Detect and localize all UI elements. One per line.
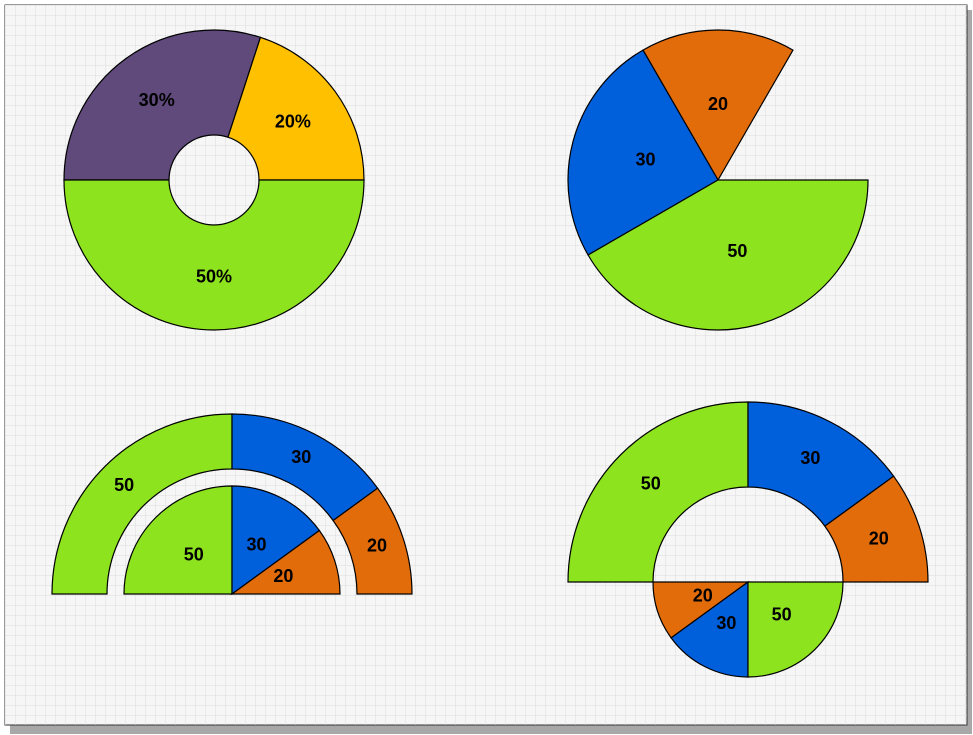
slice: [230, 529, 341, 595]
slice: [123, 485, 233, 595]
slice-label: 50: [641, 474, 661, 494]
slice-label: 30%: [139, 90, 175, 110]
slice: [63, 29, 262, 181]
slice-label: 30: [716, 613, 736, 633]
slice-label: 20: [708, 94, 728, 114]
slice: [567, 49, 719, 256]
slice-label: 30: [246, 535, 266, 555]
slice-label: 50: [772, 604, 792, 624]
slice: [824, 475, 929, 583]
slice-label: 30: [291, 447, 311, 467]
slice: [567, 401, 749, 583]
slice: [332, 487, 413, 595]
slice-label: 50: [727, 241, 747, 261]
slice: [587, 179, 869, 331]
slice: [63, 179, 365, 331]
slice-label: 20: [273, 566, 293, 586]
slice-label: 20: [869, 528, 889, 548]
slice-label: 50: [184, 545, 204, 565]
slice: [642, 29, 794, 182]
slice-label: 50: [114, 475, 134, 495]
slice-label: 30: [800, 448, 820, 468]
slice-label: 20: [367, 536, 387, 556]
slice-label: 20%: [275, 111, 311, 131]
slice-label: 20: [693, 585, 713, 605]
slice-label: 50%: [196, 266, 232, 286]
slice-label: 30: [636, 149, 656, 169]
slice: [227, 36, 365, 181]
slice: [747, 581, 844, 678]
